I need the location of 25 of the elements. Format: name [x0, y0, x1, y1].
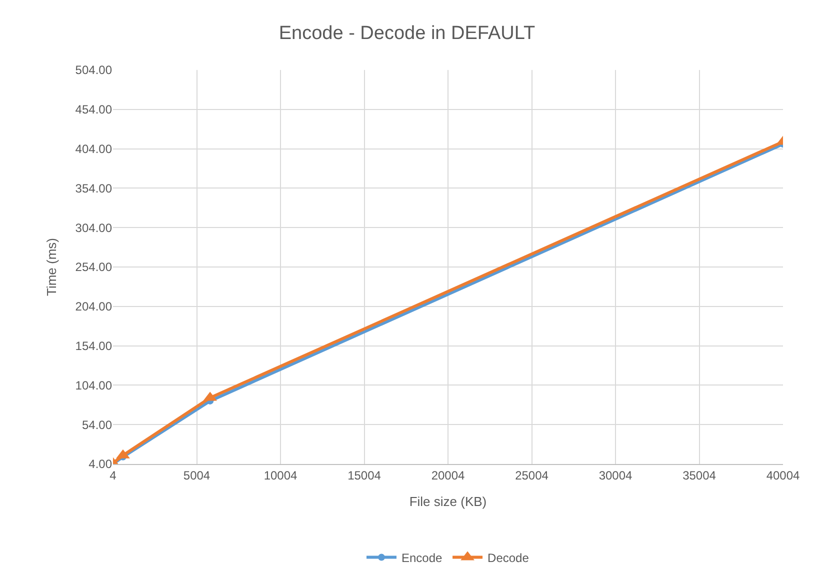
y-tick-label: 104.00	[75, 378, 112, 392]
legend-label: Encode	[402, 550, 443, 565]
y-tick-label: 304.00	[75, 220, 112, 235]
y-tick-label: 504.00	[75, 63, 112, 78]
y-tick-label: 204.00	[75, 300, 112, 314]
y-tick-label: 4.00	[88, 457, 112, 472]
x-tick-label: 15004	[348, 468, 382, 482]
x-tick-label: 25004	[515, 468, 549, 482]
x-tick-label: 30004	[598, 468, 633, 482]
legend-label: Decode	[488, 550, 530, 565]
x-axis-title: File size (KB)	[409, 494, 487, 509]
x-tick-label: 35004	[682, 468, 716, 482]
x-tick-label: 4	[110, 468, 117, 482]
chart-title: Encode - Decode in DEFAULT	[278, 22, 536, 44]
y-tick-label: 404.00	[75, 142, 112, 156]
y-tick-label: 454.00	[75, 102, 112, 117]
x-tick-label: 10004	[264, 468, 298, 482]
y-axis-title: Time (ms)	[44, 238, 60, 296]
x-tick-label: 20004	[431, 468, 466, 482]
x-tick-label: 5004	[183, 468, 210, 482]
y-tick-label: 354.00	[75, 181, 112, 196]
x-tick-label: 40004	[766, 468, 800, 482]
y-tick-label: 154.00	[75, 339, 112, 353]
y-tick-label: 54.00	[82, 418, 112, 432]
y-tick-label: 254.00	[75, 260, 112, 274]
